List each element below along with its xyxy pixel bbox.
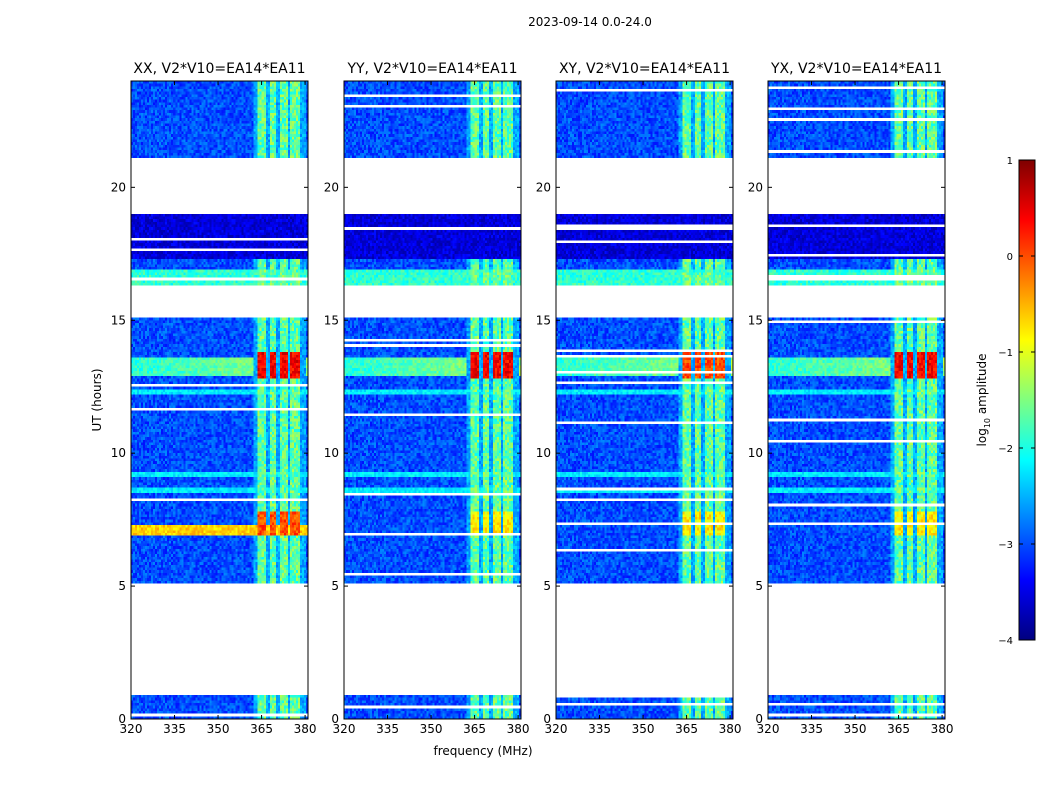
- x-tick-label-2-380: 380: [719, 722, 742, 736]
- x-tick-label-1-365: 365: [463, 722, 486, 736]
- y-axis-label: UT (hours): [90, 368, 104, 431]
- x-tick-label-3-380: 380: [931, 722, 954, 736]
- panel-title-3: YX, V2*V10=EA14*EA11: [770, 61, 942, 77]
- y-tick-label-0-0: 0: [118, 712, 126, 726]
- colorbar: 1 0 −1 −2 −3 −4 log10 amplitude: [975, 156, 1036, 647]
- panel-1: YY, V2*V10=EA14*EA11 320 335 350 365 380 0 5 10 1…: [324, 61, 530, 736]
- y-tick-label-2-15: 15: [536, 313, 551, 327]
- y-tick-label-3-5: 5: [755, 579, 763, 593]
- y-tick-label-0-10: 10: [111, 446, 126, 460]
- colorbar-label: log10 amplitude: [975, 354, 992, 447]
- panel-frame-2: [555, 80, 734, 720]
- colorbar-tick-label-5: −4: [998, 636, 1013, 647]
- panel-frame-0: [130, 80, 309, 720]
- x-tick-label-3-335: 335: [800, 722, 823, 736]
- y-tick-label-2-20: 20: [536, 180, 551, 194]
- colorbar-ticks: 1 0 −1 −2 −3 −4: [998, 156, 1035, 647]
- panel-2: XY, V2*V10=EA14*EA11 320 335 350 365 380 0 5 10 1…: [536, 61, 742, 736]
- y-tick-label-1-5: 5: [331, 579, 339, 593]
- y-tick-label-3-20: 20: [748, 180, 763, 194]
- colorbar-scale: [1018, 159, 1036, 641]
- y-tick-label-0-20: 20: [111, 180, 126, 194]
- colorbar-tick-label-1: 0: [1007, 252, 1013, 263]
- x-tick-label-2-335: 335: [588, 722, 611, 736]
- x-tick-label-0-365: 365: [250, 722, 273, 736]
- x-axis-label: frequency (MHz): [433, 744, 532, 758]
- panel-frame-1: [343, 80, 522, 720]
- colorbar-tick-label-4: −3: [998, 540, 1013, 551]
- panel-frame-3: [767, 80, 946, 720]
- x-tick-label-2-365: 365: [675, 722, 698, 736]
- y-tick-label-2-5: 5: [543, 579, 551, 593]
- y-tick-label-2-0: 0: [543, 712, 551, 726]
- heatmap-image-1: [344, 81, 521, 719]
- colorbar-tick-label-2: −1: [998, 348, 1013, 359]
- x-tick-label-0-350: 350: [207, 722, 230, 736]
- x-tick-label-1-320: 320: [333, 722, 356, 736]
- y-tick-label-1-20: 20: [324, 180, 339, 194]
- y-tick-label-3-15: 15: [748, 313, 763, 327]
- panel-3: YX, V2*V10=EA14*EA11 320 335 350 365 380 0 5 10 1…: [748, 61, 954, 736]
- panel-title-0: XX, V2*V10=EA14*EA11: [133, 61, 305, 77]
- heatmap-image-2: [556, 81, 733, 719]
- y-tick-label-3-0: 0: [755, 712, 763, 726]
- y-tick-label-1-0: 0: [331, 712, 339, 726]
- y-tick-label-0-15: 15: [111, 313, 126, 327]
- figure-title: 2023-09-14 0.0-24.0: [528, 15, 652, 29]
- x-tick-label-0-320: 320: [120, 722, 143, 736]
- x-tick-label-1-380: 380: [507, 722, 530, 736]
- y-tick-label-0-5: 5: [118, 579, 126, 593]
- heatmap-image-0: [131, 81, 308, 719]
- panel-title-1: YY, V2*V10=EA14*EA11: [346, 61, 517, 77]
- colorbar-tick-label-3: −2: [998, 444, 1013, 455]
- x-tick-label-3-365: 365: [887, 722, 910, 736]
- y-tick-label-1-10: 10: [324, 446, 339, 460]
- x-tick-label-2-320: 320: [545, 722, 568, 736]
- y-tick-label-3-10: 10: [748, 446, 763, 460]
- x-tick-label-0-380: 380: [294, 722, 317, 736]
- colorbar-tick-label-0: 1: [1007, 156, 1013, 167]
- panel-title-2: XY, V2*V10=EA14*EA11: [559, 61, 730, 77]
- x-tick-label-2-350: 350: [632, 722, 655, 736]
- x-tick-label-0-335: 335: [163, 722, 186, 736]
- x-tick-label-1-335: 335: [376, 722, 399, 736]
- panels-group: XX, V2*V10=EA14*EA11 320 335 350 365 380 0 5 10 1…: [111, 61, 954, 736]
- panel-0: XX, V2*V10=EA14*EA11 320 335 350 365 380 0 5 10 1…: [111, 61, 317, 736]
- y-tick-label-2-10: 10: [536, 446, 551, 460]
- x-tick-label-1-350: 350: [420, 722, 443, 736]
- x-tick-label-3-320: 320: [757, 722, 780, 736]
- y-tick-label-1-15: 15: [324, 313, 339, 327]
- heatmap-image-3: [768, 81, 945, 719]
- x-tick-label-3-350: 350: [844, 722, 867, 736]
